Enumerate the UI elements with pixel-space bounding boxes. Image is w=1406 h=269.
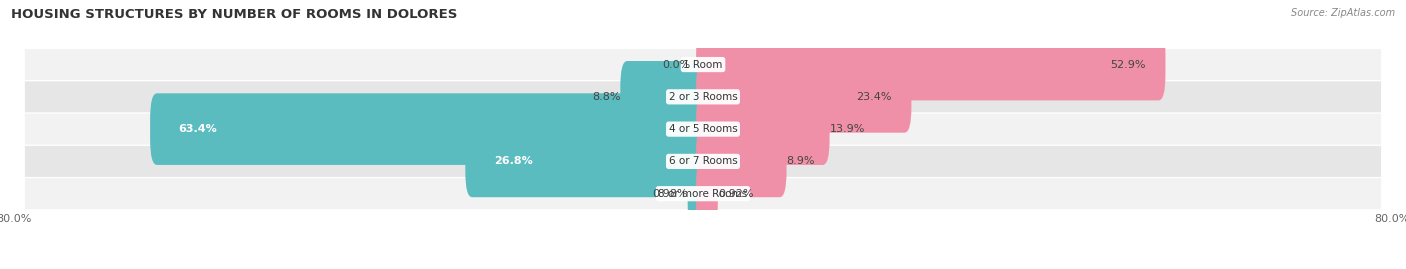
FancyBboxPatch shape bbox=[688, 158, 710, 229]
Text: 8.8%: 8.8% bbox=[592, 92, 620, 102]
FancyBboxPatch shape bbox=[25, 81, 1381, 112]
FancyBboxPatch shape bbox=[696, 61, 911, 133]
Text: 26.8%: 26.8% bbox=[494, 156, 533, 167]
FancyBboxPatch shape bbox=[25, 49, 1381, 80]
FancyBboxPatch shape bbox=[696, 93, 830, 165]
Text: 1 Room: 1 Room bbox=[683, 59, 723, 70]
Text: 8.9%: 8.9% bbox=[786, 156, 815, 167]
Text: Source: ZipAtlas.com: Source: ZipAtlas.com bbox=[1291, 8, 1395, 18]
Text: 63.4%: 63.4% bbox=[179, 124, 218, 134]
Text: 4 or 5 Rooms: 4 or 5 Rooms bbox=[669, 124, 737, 134]
FancyBboxPatch shape bbox=[696, 29, 1166, 100]
FancyBboxPatch shape bbox=[25, 146, 1381, 177]
FancyBboxPatch shape bbox=[696, 126, 786, 197]
Text: 0.98%: 0.98% bbox=[652, 189, 688, 199]
FancyBboxPatch shape bbox=[150, 93, 710, 165]
FancyBboxPatch shape bbox=[25, 178, 1381, 209]
Text: 6 or 7 Rooms: 6 or 7 Rooms bbox=[669, 156, 737, 167]
Text: 23.4%: 23.4% bbox=[856, 92, 891, 102]
Text: 8 or more Rooms: 8 or more Rooms bbox=[658, 189, 748, 199]
FancyBboxPatch shape bbox=[465, 126, 710, 197]
FancyBboxPatch shape bbox=[620, 61, 710, 133]
Text: HOUSING STRUCTURES BY NUMBER OF ROOMS IN DOLORES: HOUSING STRUCTURES BY NUMBER OF ROOMS IN… bbox=[11, 8, 457, 21]
Text: 52.9%: 52.9% bbox=[1111, 59, 1146, 70]
Text: 13.9%: 13.9% bbox=[830, 124, 865, 134]
Text: 2 or 3 Rooms: 2 or 3 Rooms bbox=[669, 92, 737, 102]
FancyBboxPatch shape bbox=[25, 114, 1381, 145]
FancyBboxPatch shape bbox=[696, 158, 718, 229]
Text: 0.0%: 0.0% bbox=[662, 59, 690, 70]
Text: 0.92%: 0.92% bbox=[718, 189, 754, 199]
